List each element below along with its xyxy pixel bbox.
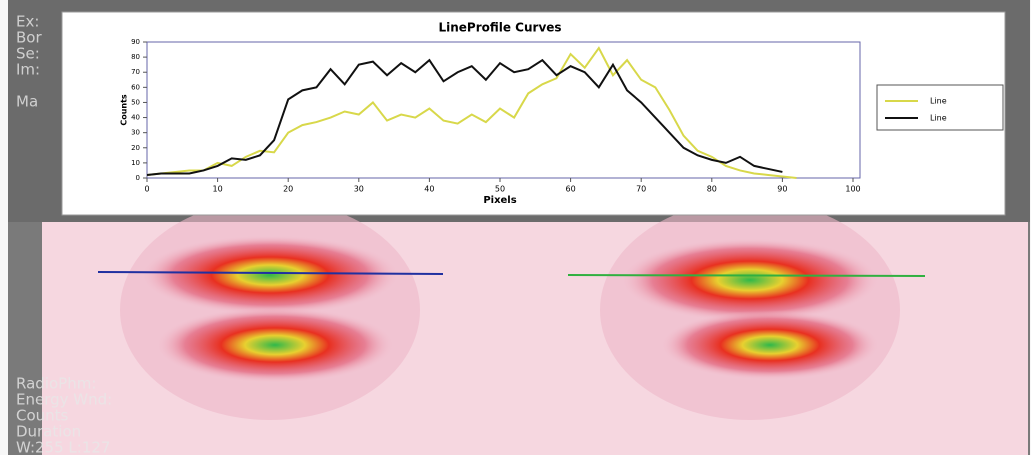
blob bbox=[140, 235, 400, 315]
x-tick-label: 80 bbox=[707, 185, 717, 194]
x-tick-label: 50 bbox=[495, 185, 505, 194]
y-tick-label: 90 bbox=[131, 38, 140, 46]
x-tick-label: 100 bbox=[845, 185, 860, 194]
blob bbox=[620, 238, 880, 322]
y-tick-label: 60 bbox=[131, 83, 140, 91]
blob bbox=[660, 310, 880, 380]
y-tick-label: 40 bbox=[131, 114, 140, 122]
info-text: Im: bbox=[16, 61, 40, 79]
info-text: Ma bbox=[16, 93, 38, 111]
legend bbox=[877, 85, 1003, 130]
x-tick-label: 30 bbox=[354, 185, 364, 194]
screen: LineProfile Curves Pixels Counts Ex:BorS… bbox=[0, 0, 1031, 455]
x-tick-label: 60 bbox=[566, 185, 576, 194]
legend-label: Line bbox=[930, 97, 947, 106]
profile-line bbox=[568, 275, 925, 276]
y-tick-label: 0 bbox=[136, 174, 140, 182]
y-tick-label: 10 bbox=[131, 159, 140, 167]
chart-title: LineProfile Curves bbox=[438, 21, 561, 35]
blob bbox=[155, 307, 395, 383]
y-tick-label: 20 bbox=[131, 144, 140, 152]
page: LineProfile Curves Pixels Counts Ex:BorS… bbox=[0, 0, 1031, 455]
y-tick-label: 80 bbox=[131, 53, 140, 61]
x-tick-label: 20 bbox=[283, 185, 293, 194]
x-tick-label: 10 bbox=[213, 185, 223, 194]
y-tick-label: 30 bbox=[131, 129, 140, 137]
y-tick-label: 50 bbox=[131, 98, 140, 106]
info-text: W:255 L:127 bbox=[16, 439, 110, 455]
legend-label: Line bbox=[930, 114, 947, 123]
y-tick-label: 70 bbox=[131, 68, 140, 76]
y-axis-label: Counts bbox=[120, 94, 129, 126]
x-tick-label: 0 bbox=[144, 185, 149, 194]
x-tick-label: 90 bbox=[777, 185, 787, 194]
x-tick-label: 40 bbox=[424, 185, 434, 194]
x-axis-label: Pixels bbox=[483, 195, 516, 206]
x-tick-label: 70 bbox=[636, 185, 646, 194]
